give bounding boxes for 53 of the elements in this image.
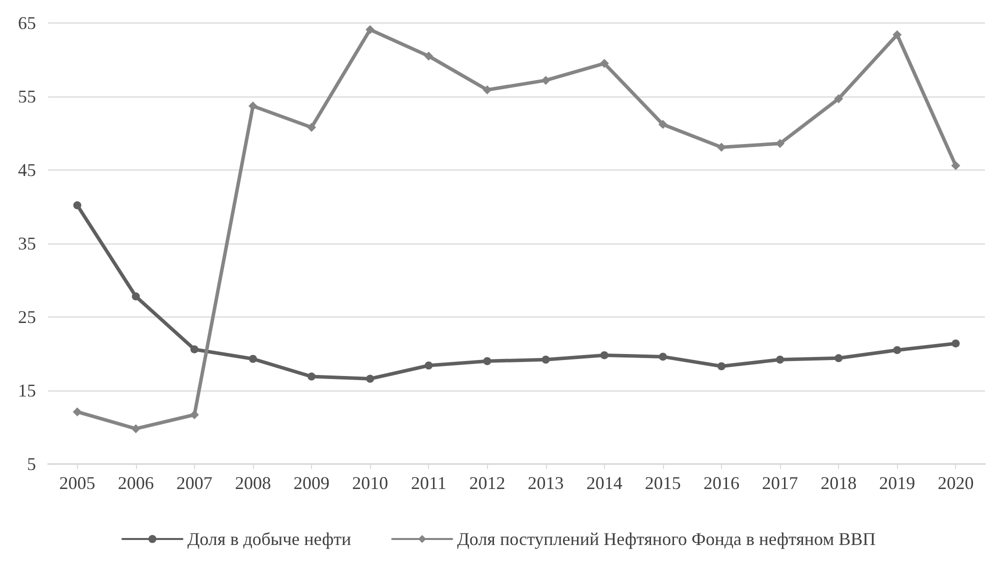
x-tick-label: 2009 bbox=[294, 473, 330, 493]
legend-label: Доля в добыче нефти bbox=[187, 529, 352, 549]
point bbox=[892, 30, 902, 40]
x-tick-label: 2016 bbox=[703, 473, 740, 493]
point bbox=[132, 292, 140, 300]
x-tick-label: 2015 bbox=[644, 473, 681, 493]
point bbox=[366, 374, 374, 383]
point bbox=[307, 122, 316, 132]
y-tick-label: 5 bbox=[27, 454, 36, 474]
y-tick-label: 35 bbox=[18, 234, 36, 254]
point bbox=[483, 357, 492, 366]
point bbox=[424, 362, 433, 370]
x-tick-label: 2012 bbox=[469, 473, 506, 493]
point bbox=[542, 356, 550, 364]
point bbox=[658, 120, 668, 129]
point bbox=[834, 354, 843, 362]
point bbox=[424, 52, 434, 61]
point bbox=[600, 58, 609, 68]
point bbox=[73, 201, 82, 210]
y-tick-label: 65 bbox=[18, 13, 36, 33]
point bbox=[952, 339, 960, 348]
y-tick-label: 25 bbox=[18, 307, 36, 327]
x-tick-label: 2011 bbox=[410, 473, 446, 493]
point bbox=[658, 352, 667, 361]
point bbox=[951, 161, 960, 170]
point bbox=[717, 362, 726, 370]
x-tick-label: 2018 bbox=[820, 473, 857, 493]
x-tick-label: 2008 bbox=[234, 473, 271, 493]
x-tick-label: 2017 bbox=[762, 473, 798, 493]
y-tick-label: 55 bbox=[18, 86, 36, 106]
x-tick-label: 2006 bbox=[118, 473, 154, 493]
x-tick-label: 2010 bbox=[352, 473, 388, 493]
point bbox=[248, 354, 257, 363]
x-tick-label: 2007 bbox=[176, 473, 212, 493]
point bbox=[131, 424, 140, 434]
y-tick-label: 45 bbox=[18, 160, 36, 180]
point bbox=[600, 351, 608, 360]
x-tick-label: 2013 bbox=[528, 473, 564, 493]
point bbox=[190, 345, 198, 354]
point bbox=[541, 76, 550, 85]
point bbox=[834, 94, 844, 104]
y-tick-label: 15 bbox=[18, 380, 36, 400]
legend-label: Доля поступлений Нефтяного Фонда в нефтяном ВВП bbox=[457, 529, 876, 549]
point bbox=[776, 356, 784, 364]
point bbox=[190, 410, 199, 420]
point bbox=[366, 25, 375, 34]
x-tick-label: 2019 bbox=[879, 473, 916, 493]
point bbox=[72, 407, 82, 416]
x-tick-label: 2014 bbox=[586, 473, 622, 493]
point bbox=[893, 346, 902, 354]
point bbox=[308, 372, 316, 381]
x-tick-label: 2005 bbox=[59, 473, 96, 493]
x-tick-label: 2020 bbox=[938, 473, 974, 493]
